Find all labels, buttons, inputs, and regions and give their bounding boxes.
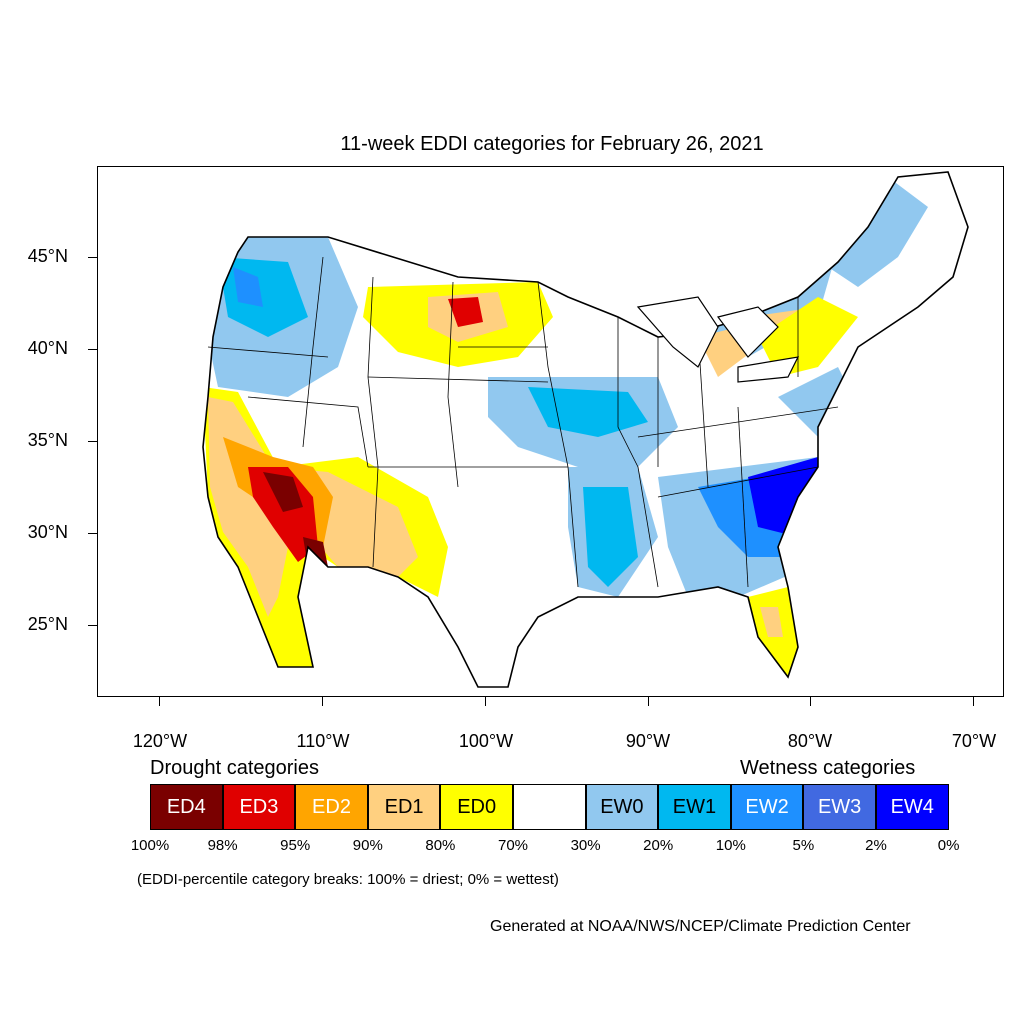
lon-tick — [810, 697, 811, 706]
lon-label-100: 100°W — [458, 731, 514, 751]
legend-percent-label: 70% — [497, 837, 529, 854]
map-panel — [97, 166, 1004, 697]
region-southwest-drought-ring — [248, 467, 318, 562]
legend-percent-label: 10% — [715, 837, 746, 854]
legend-note: (EDDI-percentile category breaks: 100% =… — [137, 871, 559, 888]
lat-tick — [88, 349, 97, 350]
lat-label-35: 35°N — [27, 430, 68, 450]
map-title: 11-week EDDI categories for February 26,… — [340, 133, 764, 155]
lon-tick — [159, 697, 160, 706]
credit-line: Generated at NOAA/NWS/NCEP/Climate Predi… — [490, 918, 911, 935]
legend-box-ew1: EW1 — [658, 784, 731, 830]
region-southwest-drought-core — [263, 472, 303, 512]
conus-outline — [202, 171, 969, 688]
legend-box-ew4: EW4 — [875, 784, 949, 830]
lon-label-120: 120°W — [132, 731, 188, 751]
legend-percent-label: 100% — [130, 837, 170, 854]
legend-box-ed2: ED2 — [295, 784, 368, 830]
lat-label-40: 40°N — [27, 338, 68, 358]
state-boundaries — [207, 256, 839, 588]
legend-box-ew2: EW2 — [730, 784, 804, 830]
region-north-dakota-hotspot — [448, 297, 483, 327]
conus-eddi-map — [98, 167, 1003, 696]
legend-box-ed4: ED4 — [150, 784, 223, 830]
legend-box-ed1: ED1 — [367, 784, 441, 830]
legend-percent-label: 98% — [207, 837, 238, 854]
lat-label-45: 45°N — [27, 246, 68, 266]
legend-percent-label: 90% — [352, 837, 383, 854]
lon-tick — [648, 697, 649, 706]
lat-tick — [88, 441, 97, 442]
lon-tick — [322, 697, 323, 706]
lon-tick — [485, 697, 486, 706]
lon-label-110: 110°W — [296, 731, 350, 751]
legend-percent-label: 5% — [792, 837, 815, 854]
lon-label-90: 90°W — [625, 731, 671, 751]
legend-percent-label: 2% — [865, 837, 887, 854]
lat-label-30: 30°N — [27, 522, 68, 542]
legend-percent-label: 80% — [425, 837, 456, 854]
legend-box-neutral — [512, 784, 586, 830]
legend-wetness-heading: Wetness categories — [740, 757, 916, 779]
lat-tick — [88, 257, 97, 258]
legend-percent-label: 30% — [570, 837, 601, 854]
lon-label-70: 70°W — [951, 731, 997, 751]
lat-label-25: 25°N — [27, 614, 68, 634]
legend-colorbar: ED4 ED3 ED2 ED1 ED0 EW0 EW1 EW2 EW3 EW4 — [150, 784, 949, 830]
legend-box-ed3: ED3 — [222, 784, 296, 830]
great-lakes — [636, 296, 800, 383]
lon-tick — [973, 697, 974, 706]
lon-label-80: 80°W — [787, 731, 833, 751]
legend-percent-label: 95% — [280, 837, 311, 854]
legend-percent-label: 0% — [937, 837, 960, 854]
legend-box-ed0: ED0 — [440, 784, 513, 830]
lat-tick — [88, 533, 97, 534]
lat-tick — [88, 625, 97, 626]
legend-drought-heading: Drought categories — [150, 757, 319, 779]
legend-box-ew0: EW0 — [585, 784, 659, 830]
legend-percent-label: 20% — [643, 837, 674, 854]
legend-box-ew3: EW3 — [803, 784, 876, 830]
